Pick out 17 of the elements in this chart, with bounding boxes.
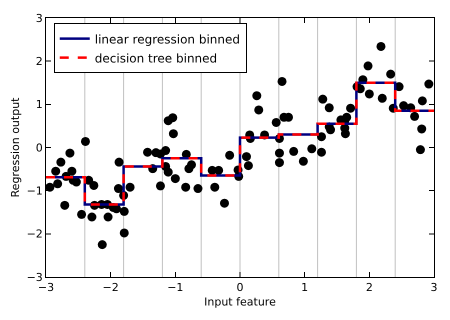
y-tick-label: 1 [36, 98, 43, 112]
y-tick-label: −3 [26, 270, 43, 284]
x-tick-label: −1 [167, 281, 184, 294]
x-tick-label: 2 [366, 281, 373, 294]
legend-label: linear regression binned [94, 32, 240, 46]
y-axis-title: Regression output [9, 96, 22, 198]
y-tick-label: −2 [26, 228, 43, 241]
y-tick-label: −1 [26, 184, 43, 198]
x-tick-label: −2 [102, 281, 119, 294]
y-tick-label: 0 [36, 141, 43, 154]
x-tick-label: 1 [301, 281, 308, 294]
y-tick-label: 3 [36, 12, 43, 25]
x-tick-label: 3 [430, 281, 438, 294]
y-tick-label: 2 [36, 55, 43, 68]
x-tick-label: 0 [236, 281, 244, 294]
x-axis-title: Input feature [204, 295, 276, 308]
legend-label: decision tree binned [94, 51, 218, 66]
